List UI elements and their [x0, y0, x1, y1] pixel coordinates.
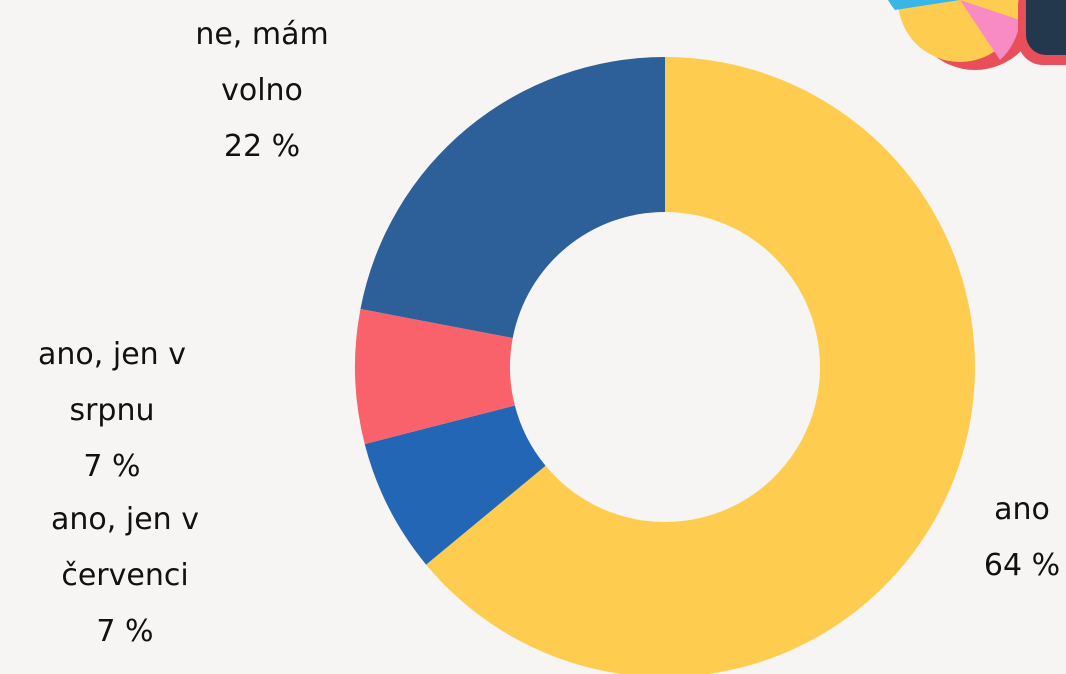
decoration [888, 0, 1066, 70]
page: {"chart_data": {"type": "pie", "categori… [0, 0, 1066, 674]
value-label: 7 % [10, 604, 240, 660]
value-label: 64 % [970, 538, 1066, 594]
value-label: 22 % [152, 119, 372, 175]
category-label: ano, jen v srpnu [0, 327, 224, 439]
value-label: 7 % [0, 439, 224, 495]
category-label: ano [970, 482, 1066, 538]
category-label: ano, jen v červenci [10, 492, 240, 604]
category-label: ne, mám volno [152, 7, 372, 119]
slice [360, 57, 665, 338]
